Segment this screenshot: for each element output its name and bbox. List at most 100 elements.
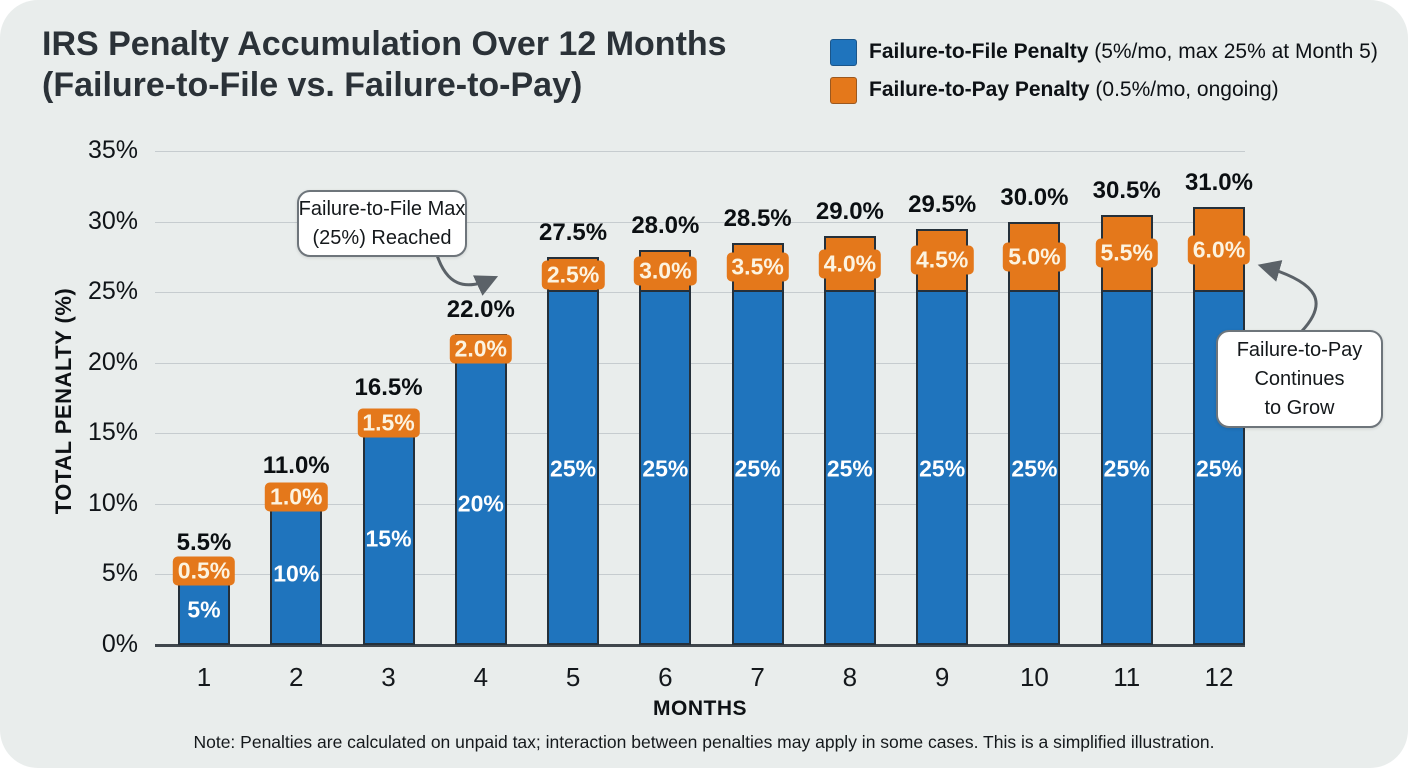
bar-file-month-1 [178,574,230,645]
legend-item-failure-to-file: Failure-to-File Penalty (5%/mo, max 25% … [830,33,1378,71]
y-tick-label-35: 35% [87,136,138,164]
bar-pay-value-label-month-6: 3.0% [634,256,697,286]
bar-total-label-month-4: 22.0% [446,296,515,324]
bar-pay-value-label-month-2: 1.0% [265,482,328,512]
bar-total-label-month-1: 5.5% [176,529,232,557]
bar-file-value-label-month-2: 10% [273,560,320,587]
callout-failure-to-file-max: Failure-to-File Max (25%) Reached [297,190,467,257]
y-tick-label-25: 25% [87,277,138,306]
x-axis-title: MONTHS [653,697,747,720]
gridline-10 [155,503,1245,505]
bar-file-month-9 [916,292,969,645]
bar-file-value-label-month-11: 25% [1103,455,1150,482]
legend-swatch-orange [830,76,857,104]
callout-ftp-line3: to Grow [1264,396,1335,419]
legend-name-file: Failure-to-File Penalty [869,40,1089,63]
bar-pay-value-label-month-1: 0.5% [172,556,236,586]
bar-file-month-4 [454,362,507,645]
bar-file-value-label-month-5: 25% [550,455,597,482]
legend-item-failure-to-pay: Failure-to-Pay Penalty (0.5%/mo, ongoing… [830,71,1378,109]
bar-file-value-label-month-1: 5% [187,596,221,623]
bar-pay-value-label-month-9: 4.5% [910,245,974,275]
bar-file-month-7 [731,292,784,645]
legend-detail-file: (5%/mo, max 25% at Month 5) [1088,40,1378,63]
legend-swatch-blue [830,38,857,66]
x-tick-label-5: 5 [565,662,581,692]
bar-total-label-month-8: 29.0% [815,197,884,225]
bar-file-value-label-month-10: 25% [1011,455,1058,482]
y-tick-label-0: 0% [101,630,138,658]
callout-ftf-line2: (25%) Reached [312,226,452,249]
x-tick-label-4: 4 [473,662,489,692]
x-tick-label-11: 11 [1113,662,1141,692]
y-tick-label-30: 30% [87,206,138,235]
gridline-5 [155,574,1245,576]
bar-total-label-month-3: 16.5% [354,374,423,402]
bar-file-month-8 [823,292,876,645]
bar-pay-value-label-month-11: 5.5% [1095,238,1158,268]
bar-pay-value-label-month-10: 5.0% [1003,242,1066,272]
bar-file-value-label-month-6: 25% [642,455,689,482]
y-tick-label-5: 5% [101,559,138,588]
gridline-25 [155,292,1245,294]
x-tick-label-12: 12 [1204,662,1234,692]
callout-failure-to-pay-grows: Failure-to-Pay Continues to Grow [1216,330,1383,428]
bar-file-month-5 [547,292,600,645]
chart-title: IRS Penalty Accumulation Over 12 Months … [42,24,727,106]
bar-total-label-month-11: 30.5% [1092,176,1161,204]
chart-title-line1: IRS Penalty Accumulation Over 12 Months [42,25,727,63]
legend-label-failure-to-pay: Failure-to-Pay Penalty (0.5%/mo, ongoing… [869,78,1279,102]
bar-file-value-label-month-3: 15% [365,525,412,552]
y-tick-label-10: 10% [87,488,138,517]
bar-file-month-2 [270,503,323,645]
y-axis-title: TOTAL PENALTY (%) [51,287,76,515]
legend-name-pay: Failure-to-Pay Penalty [869,78,1090,101]
bar-file-value-label-month-4: 20% [457,490,504,517]
gridline-15 [155,433,1245,435]
bar-total-label-month-5: 27.5% [539,218,608,246]
gridline-20 [155,362,1245,364]
legend-detail-pay: (0.5%/mo, ongoing) [1089,78,1279,101]
bar-total-label-month-9: 29.5% [908,190,977,218]
bar-pay-value-label-month-7: 3.5% [726,252,789,282]
bar-total-label-month-10: 30.0% [1000,183,1069,211]
callout-ftf-line1: Failure-to-File Max [298,197,466,220]
bar-file-month-3 [362,433,415,645]
gridline-30 [155,221,1245,223]
bar-pay-value-label-month-4: 2.0% [449,334,513,364]
legend-label-failure-to-file: Failure-to-File Penalty (5%/mo, max 25% … [869,40,1378,64]
bar-file-month-11 [1100,292,1153,645]
footnote: Note: Penalties are calculated on unpaid… [193,732,1215,752]
x-tick-label-8: 8 [842,662,858,692]
callout-ftp-line1: Failure-to-Pay [1236,338,1363,361]
bar-file-month-10 [1008,292,1061,645]
bar-file-value-label-month-9: 25% [919,455,966,482]
x-tick-label-7: 7 [750,662,765,692]
x-tick-label-2: 2 [289,662,304,692]
x-tick-label-10: 10 [1019,662,1049,692]
bar-pay-value-label-month-3: 1.5% [357,408,420,438]
x-axis-line [155,644,1245,647]
legend: Failure-to-File Penalty (5%/mo, max 25% … [830,33,1378,109]
x-tick-label-6: 6 [658,662,673,692]
bar-total-label-month-2: 11.0% [262,451,330,479]
bar-file-month-6 [639,292,692,645]
chart-title-line2: (Failure-to-File vs. Failure-to-Pay) [42,66,583,104]
bar-pay-value-label-month-5: 2.5% [541,260,605,289]
bar-file-value-label-month-7: 25% [734,455,781,482]
x-tick-label-1: 1 [196,662,212,692]
y-tick-label-20: 20% [87,347,138,376]
x-tick-label-3: 3 [381,662,396,692]
bar-total-label-month-6: 28.0% [631,211,700,239]
bar-file-value-label-month-8: 25% [826,455,873,482]
bar-file-value-label-month-12: 25% [1195,455,1242,482]
gridline-35 [155,151,1245,152]
bar-pay-value-label-month-12: 6.0% [1187,235,1251,265]
bar-total-label-month-7: 28.5% [723,204,792,232]
callout-ftp-line2: Continues [1254,367,1345,390]
x-tick-label-9: 9 [934,662,950,692]
y-tick-label-15: 15% [87,418,138,447]
bar-total-label-month-12: 31.0% [1184,169,1253,197]
